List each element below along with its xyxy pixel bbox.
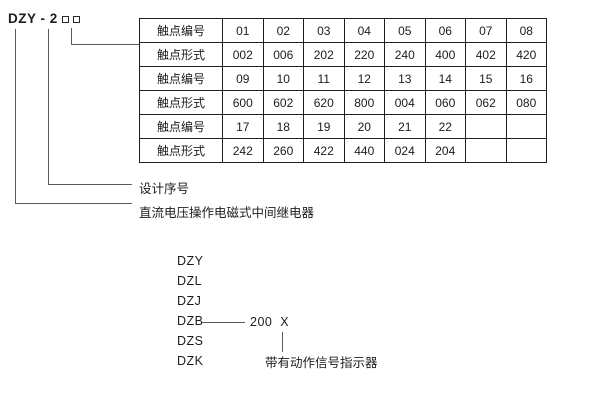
model-code: DZY - 2	[8, 11, 80, 26]
table-cell: 11	[303, 66, 345, 91]
table-cell: 01	[222, 18, 264, 43]
design-serial-callout-line-vertical	[48, 29, 49, 184]
row-header-cell: 触点编号	[139, 66, 223, 91]
table-cell	[465, 114, 507, 139]
table-cell: 422	[303, 138, 345, 163]
table-cell: 620	[303, 90, 345, 115]
contact-table-body: 触点编号 01 02 03 04 05 06 07 08 触点形式 002 006 202 220 240 4…	[139, 18, 547, 163]
model-series-item: DZS	[177, 334, 204, 348]
row-header-cell: 触点形式	[139, 138, 223, 163]
table-cell: 204	[424, 138, 466, 163]
table-cell: 006	[262, 42, 304, 67]
table-cell: 062	[465, 90, 507, 115]
table-cell: 04	[343, 18, 385, 43]
contact-code-callout-line-vertical	[71, 28, 72, 44]
table-cell: 06	[424, 18, 466, 43]
model-code-text: DZY - 2	[8, 11, 58, 26]
table-cell: 080	[505, 90, 547, 115]
table-cell: 15	[465, 66, 507, 91]
model-series-item: DZB	[177, 314, 204, 328]
table-row: 触点编号 01 02 03 04 05 06 07 08	[139, 18, 547, 43]
table-cell: 10	[262, 66, 304, 91]
table-row: 触点编号 17 18 19 20 21 22	[139, 114, 547, 139]
table-cell: 16	[505, 66, 547, 91]
model-code-box-2	[72, 16, 80, 23]
model-series-item: DZY	[177, 254, 204, 268]
table-cell: 03	[303, 18, 345, 43]
contact-table: 触点编号 01 02 03 04 05 06 07 08 触点形式 002 006 202 220 240 4…	[139, 18, 547, 163]
model-series-item: DZJ	[177, 294, 202, 308]
table-cell: 13	[384, 66, 426, 91]
table-cell: 800	[343, 90, 385, 115]
table-cell: 400	[424, 42, 466, 67]
relay-type-callout-line-horizontal	[15, 203, 132, 204]
table-cell	[505, 138, 547, 163]
relay-type-label: 直流电压操作电磁式中间继电器	[139, 206, 315, 220]
relay-type-callout-line-vertical	[15, 29, 16, 203]
table-cell: 024	[384, 138, 426, 163]
design-serial-label: 设计序号	[139, 182, 190, 196]
table-cell: 440	[343, 138, 385, 163]
table-cell: 002	[222, 42, 264, 67]
table-row: 触点形式 242 260 422 440 024 204	[139, 138, 547, 163]
model-series-item: DZL	[177, 274, 203, 288]
model-code-box-1	[61, 16, 69, 23]
table-cell: 600	[222, 90, 264, 115]
table-cell: 004	[384, 90, 426, 115]
dzb-connector-line	[202, 322, 245, 323]
table-cell: 21	[384, 114, 426, 139]
model-series-item: DZK	[177, 354, 204, 368]
x-indicator-line	[282, 332, 283, 352]
table-cell: 02	[262, 18, 304, 43]
design-serial-callout-line-horizontal	[48, 184, 132, 185]
table-cell	[505, 114, 547, 139]
table-cell: 09	[222, 66, 264, 91]
table-cell: 260	[262, 138, 304, 163]
table-cell	[465, 138, 507, 163]
dzb-value: 200 X	[250, 315, 290, 329]
table-cell: 202	[303, 42, 345, 67]
contact-code-callout-line-horizontal	[71, 44, 139, 45]
table-row: 触点编号 09 10 11 12 13 14 15 16	[139, 66, 547, 91]
table-cell: 602	[262, 90, 304, 115]
table-cell: 402	[465, 42, 507, 67]
model-series-list: DZY DZL DZJ DZB DZS DZK	[177, 251, 204, 371]
row-header-cell: 触点编号	[139, 114, 223, 139]
table-cell: 19	[303, 114, 345, 139]
indicator-note-label: 带有动作信号指示器	[265, 356, 378, 370]
table-cell: 242	[222, 138, 264, 163]
table-cell: 17	[222, 114, 264, 139]
row-header-cell: 触点形式	[139, 42, 223, 67]
table-cell: 240	[384, 42, 426, 67]
row-header-cell: 触点形式	[139, 90, 223, 115]
table-cell: 220	[343, 42, 385, 67]
table-cell: 05	[384, 18, 426, 43]
table-cell: 18	[262, 114, 304, 139]
table-cell: 12	[343, 66, 385, 91]
table-cell: 08	[505, 18, 547, 43]
table-cell: 14	[424, 66, 466, 91]
table-cell: 07	[465, 18, 507, 43]
table-cell: 420	[505, 42, 547, 67]
table-cell: 060	[424, 90, 466, 115]
table-cell: 20	[343, 114, 385, 139]
table-cell: 22	[424, 114, 466, 139]
row-header-cell: 触点编号	[139, 18, 223, 43]
table-row: 触点形式 002 006 202 220 240 400 402 420	[139, 42, 547, 67]
table-row: 触点形式 600 602 620 800 004 060 062 080	[139, 90, 547, 115]
